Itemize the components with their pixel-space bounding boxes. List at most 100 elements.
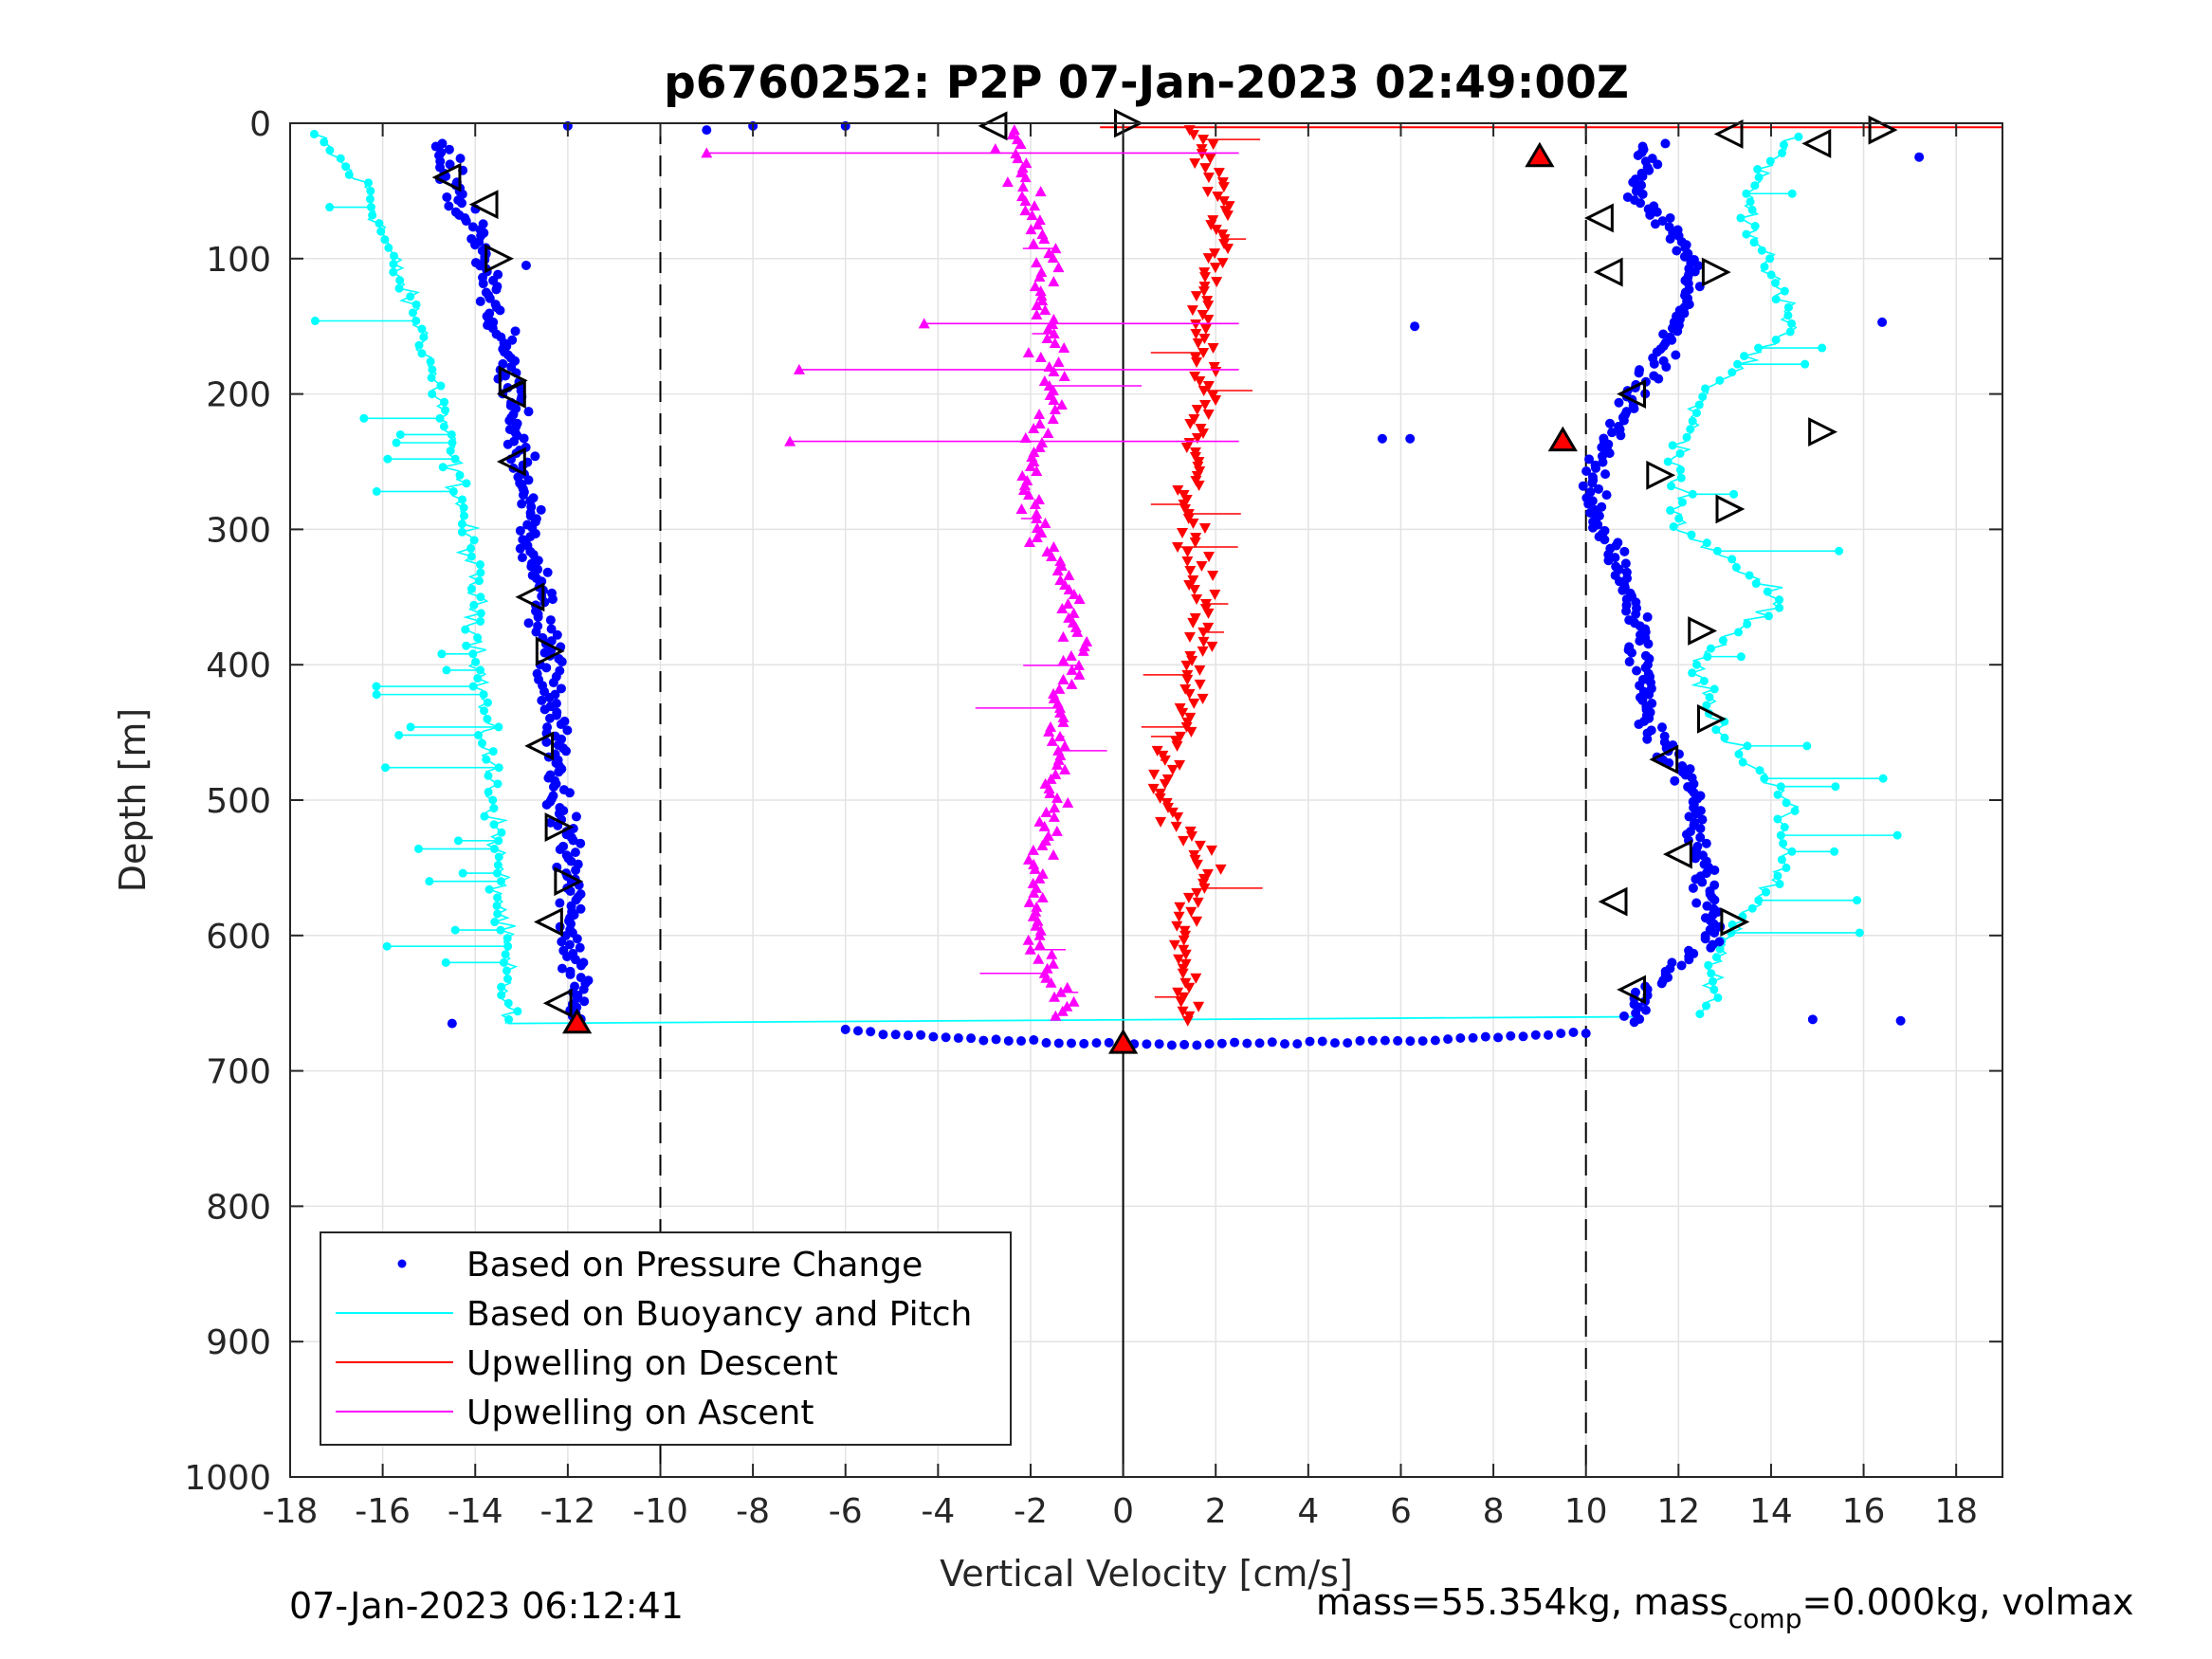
cyan-point	[1754, 173, 1764, 182]
pressure-point	[1594, 483, 1604, 494]
descent-marker	[1202, 253, 1215, 264]
y-tick-label: 700	[206, 1053, 271, 1092]
pressure-point	[470, 240, 481, 250]
pressure-point	[1665, 233, 1675, 244]
descent-marker	[1196, 560, 1208, 572]
ascent-marker	[1033, 929, 1046, 940]
right-triangle-marker	[484, 244, 515, 274]
ascent-marker	[1019, 172, 1032, 183]
cyan-point	[1777, 855, 1786, 865]
pressure-point	[1468, 1032, 1478, 1043]
pressure-point	[1654, 374, 1664, 384]
cyan-point	[1782, 798, 1791, 808]
ascent-marker	[1062, 796, 1074, 808]
ascent-marker	[1031, 901, 1043, 912]
cyan-point	[484, 771, 493, 780]
pressure-point	[878, 1030, 888, 1040]
pressure-point	[1637, 189, 1648, 199]
cyan-point	[494, 852, 503, 862]
pressure-point	[555, 844, 565, 854]
cyan-point	[442, 665, 451, 675]
descent-marker	[1183, 688, 1196, 700]
pressure-point	[541, 799, 552, 810]
ascent-marker	[1049, 991, 1061, 1002]
descent-marker	[1221, 210, 1234, 222]
pressure-point	[475, 296, 485, 306]
pressure-point	[1604, 448, 1615, 459]
pressure-point	[523, 475, 534, 485]
cyan-point	[389, 260, 398, 269]
pressure-point	[1584, 454, 1595, 465]
ascent-marker	[1047, 957, 1059, 969]
descent-marker	[1199, 163, 1212, 174]
descent-marker	[1191, 859, 1203, 870]
ascent-marker	[1018, 479, 1031, 490]
descent-marker	[1170, 821, 1182, 832]
pressure-point	[1204, 1039, 1215, 1049]
pressure-point	[1355, 1035, 1365, 1046]
cyan-point	[1734, 628, 1744, 637]
ascent-marker	[1019, 432, 1032, 444]
cyan-point	[469, 536, 479, 545]
pressure-point	[455, 154, 466, 164]
cyan-point	[462, 479, 471, 488]
cyan-point	[419, 333, 429, 342]
descent-marker	[1185, 906, 1197, 918]
pressure-point	[1642, 611, 1653, 622]
ascent-marker	[1046, 550, 1058, 561]
ascent-marker	[1015, 502, 1028, 514]
pressure-point	[539, 597, 550, 608]
descent-marker	[1182, 892, 1195, 903]
x-tick-label: 10	[1564, 1492, 1608, 1531]
ascent-marker	[1049, 801, 1061, 812]
pressure-point	[1658, 329, 1669, 339]
descent-marker	[1211, 277, 1223, 288]
ascent-marker	[989, 143, 1001, 155]
cyan-point	[1728, 368, 1737, 377]
pressure-point	[557, 937, 567, 947]
pressure-point	[1367, 1035, 1378, 1046]
legend-label: Upwelling on Ascent	[466, 1394, 814, 1432]
pressure-point	[1016, 1036, 1027, 1047]
pressure-outlier	[521, 260, 531, 270]
ascent-marker	[1029, 281, 1041, 292]
ascent-marker	[1029, 498, 1041, 509]
ascent-marker	[1001, 176, 1014, 188]
ascent-marker	[1066, 678, 1078, 689]
descent-marker	[1197, 310, 1209, 321]
pressure-point	[544, 713, 555, 723]
cyan-point	[1782, 863, 1791, 872]
pressure-point	[1706, 942, 1716, 953]
left-triangle-marker	[431, 162, 462, 192]
cyan-point	[1687, 530, 1696, 539]
right-triangle-marker	[1808, 417, 1837, 447]
pressure-point	[556, 720, 566, 730]
ascent-marker	[1034, 924, 1047, 936]
descent-marker	[1202, 315, 1215, 326]
pressure-point	[530, 451, 540, 462]
cyan-point	[392, 438, 401, 447]
pressure-point	[1166, 1040, 1177, 1050]
cyan-point	[372, 690, 381, 700]
ascent-marker	[1078, 640, 1090, 651]
cyan-point	[1676, 473, 1686, 483]
cyan-point	[473, 633, 483, 643]
pressure-point	[1660, 138, 1671, 149]
cyan-point	[1830, 847, 1839, 856]
descent-marker	[1201, 187, 1214, 198]
cyan-point	[1750, 181, 1760, 191]
cyan-point	[480, 811, 489, 821]
cyan-point	[411, 300, 421, 309]
cyan-point	[1831, 782, 1840, 792]
series-upwelling-descent	[1100, 125, 2002, 1027]
pressure-point	[1581, 465, 1592, 476]
cyan-point	[406, 292, 415, 301]
pressure-point	[457, 198, 467, 209]
cyan-point	[503, 974, 512, 983]
cyan-point	[1695, 1010, 1705, 1019]
pressure-point	[890, 1030, 901, 1040]
pressure-point	[1267, 1037, 1277, 1048]
cyan-point	[450, 925, 460, 935]
descent-marker	[1188, 584, 1200, 595]
ascent-marker	[1062, 597, 1074, 609]
